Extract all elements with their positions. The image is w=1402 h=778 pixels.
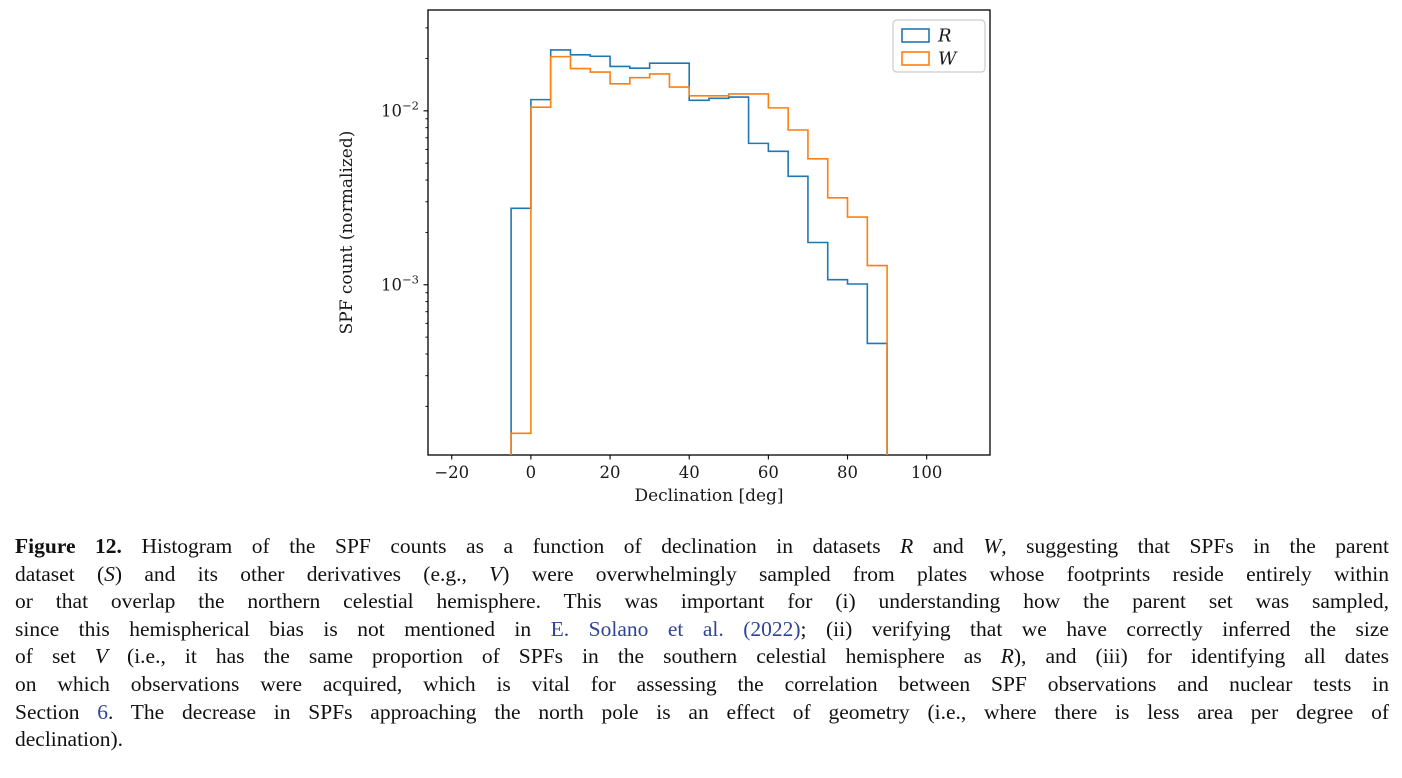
math-variable: W (983, 534, 1002, 558)
caption-line: Section 6. The decrease in SPFs approach… (15, 699, 1389, 727)
caption-text: Section (15, 699, 98, 724)
caption-text: (i.e., it has the same proportion of SPF… (108, 644, 1001, 669)
x-tick-label: 60 (758, 463, 779, 482)
caption-text: and (913, 534, 984, 558)
legend-label-R: R (937, 26, 952, 47)
plot-frame (427, 9, 991, 456)
histogram-series-W (510, 55, 888, 455)
y-tick-label: 10−3 (381, 272, 419, 294)
caption-text: ; (ii) verifying that we have correctly … (800, 616, 1389, 641)
legend-label-W: W (938, 49, 958, 70)
caption-text: ) were overwhelmingly sampled from plate… (502, 561, 1389, 586)
caption-text: dataset ( (15, 561, 105, 586)
caption-text: on which observations were acquired, whi… (15, 671, 1389, 696)
caption-line: dataset (S) and its other derivatives (e… (15, 561, 1389, 589)
caption-line: declination). (15, 726, 1389, 754)
caption-text: since this hemispherical bias is not men… (15, 616, 551, 641)
math-variable: V (489, 561, 503, 586)
caption-text: ), and (iii) for identifying all dates (1013, 644, 1389, 669)
caption-line: of set V (i.e., it has the same proporti… (15, 643, 1389, 671)
x-tick-label: 0 (526, 463, 537, 482)
figure-12-caption: Figure 12. Histogram of the SPF counts a… (15, 533, 1389, 754)
legend-box (892, 19, 986, 73)
x-tick-label: 80 (837, 463, 858, 482)
caption-text: Histogram of the SPF counts as a functio… (121, 534, 901, 558)
caption-text: , suggesting that SPFs in the parent (1001, 534, 1389, 558)
citation-link-solano-2022[interactable]: E. Solano et al. (2022) (550, 616, 801, 641)
histogram-series-R (510, 49, 888, 455)
legend-swatch-R (901, 28, 930, 43)
caption-line: on which observations were acquired, whi… (15, 671, 1389, 699)
caption-text: ) and its other derivatives (e.g., (114, 561, 490, 586)
legend-swatch-W (901, 51, 930, 66)
caption-text: of set (15, 644, 95, 669)
histogram-figure: −20 0 20 40 60 80 100 10−2 10−3 Declination [deg]… (337, 9, 991, 506)
x-axis-label: Declination [deg] (634, 486, 783, 506)
figure-label: Figure 12. (15, 534, 122, 558)
caption-text: declination). (15, 727, 124, 752)
math-variable: V (94, 644, 108, 669)
figure-12-plot-area: −20 0 20 40 60 80 100 10−2 10−3 Declination [deg]… (337, 9, 991, 506)
math-variable: S (104, 561, 115, 586)
section-6-link[interactable]: 6 (97, 699, 109, 724)
x-tick-label: −20 (434, 463, 469, 482)
x-tick-label: 100 (911, 463, 943, 482)
math-variable: R (1000, 644, 1014, 669)
y-axis-label: SPF count (normalized) (337, 131, 357, 335)
caption-line: Figure 12. Histogram of the SPF counts a… (15, 533, 1389, 561)
x-tick-label: 40 (679, 463, 700, 482)
caption-line: since this hemispherical bias is not men… (15, 616, 1389, 644)
math-variable: R (900, 534, 914, 558)
caption-text: . The decrease in SPFs approaching the n… (108, 699, 1389, 724)
y-tick-label: 10−2 (381, 98, 419, 120)
caption-line: or that overlap the northern celestial h… (15, 588, 1389, 616)
x-tick-label: 20 (600, 463, 621, 482)
caption-text: or that overlap the northern celestial h… (15, 589, 1389, 614)
